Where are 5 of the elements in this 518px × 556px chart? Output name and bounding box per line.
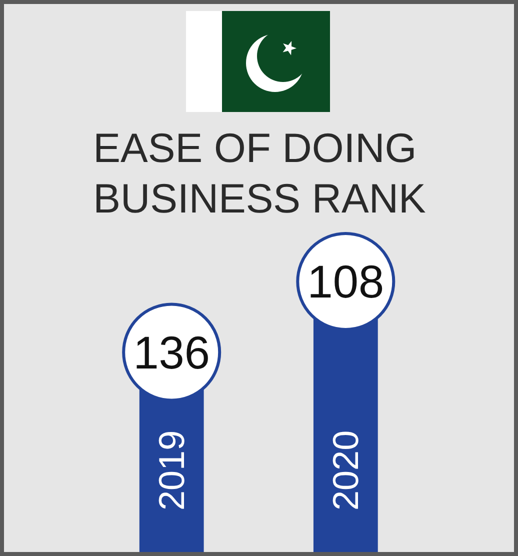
data-label: 108 [307, 256, 384, 308]
category-label: 2020 [325, 430, 366, 510]
data-label: 136 [133, 326, 210, 378]
category-label: 2019 [151, 430, 192, 510]
text: EASE OF DOING BUSINESS RANK [93, 124, 426, 222]
